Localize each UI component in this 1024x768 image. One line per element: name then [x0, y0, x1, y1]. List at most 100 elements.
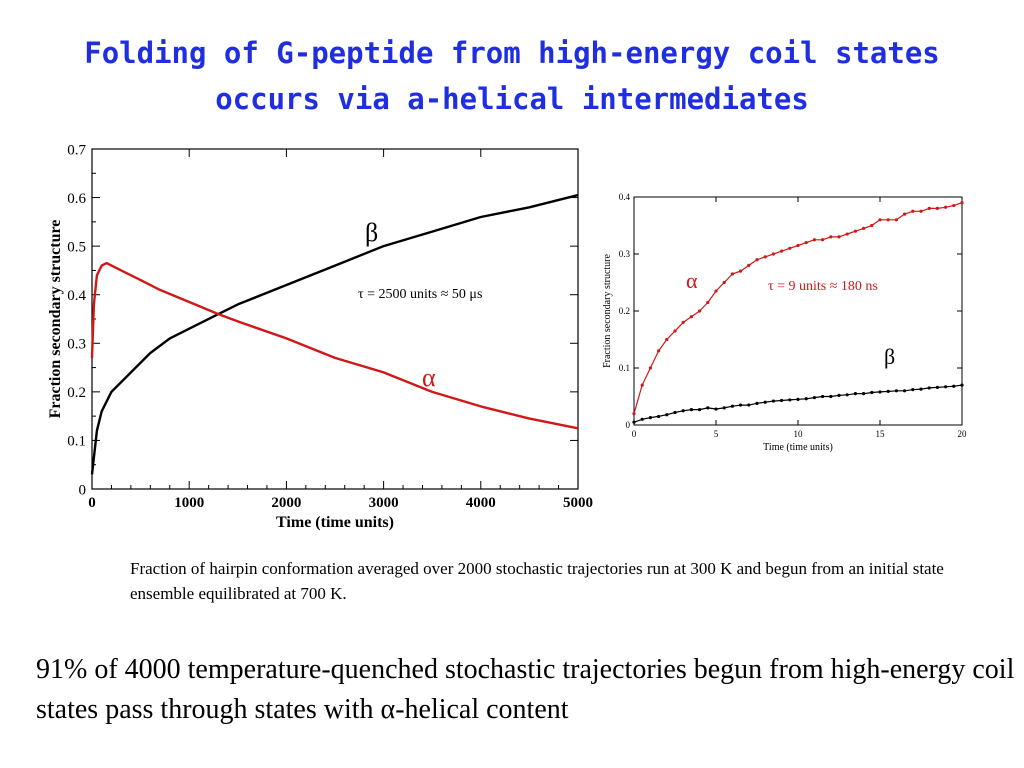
- slide-title: Folding of G-peptide from high-energy co…: [0, 30, 1024, 122]
- summary-text: 91% of 4000 temperature-quenched stochas…: [36, 654, 1015, 725]
- y-axis-label: Fraction secondary structure: [602, 254, 613, 368]
- data-point-alpha: [714, 289, 718, 293]
- title-line-1: Folding of G-peptide from high-energy co…: [84, 36, 940, 70]
- data-point-alpha: [739, 269, 743, 273]
- long-time-chart: 0 1000 2000 3000 4000 5000 0 0.1 0.2 0.3 0.4 0.5 0.6…: [47, 142, 593, 531]
- x-axis-label: Time (time units): [276, 514, 394, 531]
- data-point-alpha: [730, 272, 734, 276]
- series-label-beta: β: [365, 218, 378, 247]
- data-point-alpha: [689, 315, 693, 319]
- y-tick-label: 0: [79, 482, 87, 498]
- x-tick-label: 4000: [466, 495, 496, 511]
- data-point-beta: [755, 401, 759, 405]
- data-point-alpha: [944, 205, 948, 209]
- data-point-alpha: [632, 412, 636, 416]
- data-point-beta: [747, 403, 751, 407]
- data-point-beta: [878, 390, 882, 394]
- data-point-beta: [911, 388, 915, 392]
- data-point-alpha: [952, 203, 956, 208]
- data-point-beta: [648, 415, 652, 420]
- data-point-alpha: [886, 218, 890, 222]
- data-point-alpha: [837, 235, 841, 239]
- data-point-alpha: [927, 206, 931, 210]
- y-tick-label: 0.2: [619, 306, 630, 316]
- y-tick-label: 0.3: [619, 249, 631, 259]
- y-tick-label: 0.1: [67, 434, 86, 450]
- data-point-alpha: [722, 280, 726, 285]
- x-tick-label: 2000: [271, 495, 301, 511]
- data-point-beta: [706, 406, 710, 410]
- data-point-beta: [771, 399, 775, 403]
- tau-annotation: τ = 2500 units ≈ 50 μs: [358, 287, 482, 302]
- data-point-alpha: [698, 309, 702, 313]
- data-point-beta: [862, 392, 866, 396]
- y-axis-label: Fraction secondary structure: [47, 220, 64, 419]
- data-point-beta: [665, 413, 669, 417]
- data-point-alpha: [788, 246, 792, 250]
- data-point-beta: [763, 400, 767, 404]
- data-point-alpha: [780, 249, 784, 253]
- data-point-beta: [935, 385, 939, 389]
- data-point-beta: [804, 397, 808, 401]
- x-tick-label: 1000: [174, 495, 204, 511]
- data-point-alpha: [812, 238, 816, 242]
- data-point-beta: [689, 408, 693, 412]
- series-label-alpha: α: [686, 268, 698, 293]
- data-point-alpha: [853, 229, 857, 233]
- data-point-beta: [919, 387, 923, 391]
- data-point-beta: [886, 389, 890, 393]
- y-tick-label: 0.5: [67, 239, 86, 255]
- tau-annotation: τ = 9 units ≈ 180 ns: [768, 279, 878, 294]
- y-tick-label: 0.2: [67, 385, 86, 401]
- data-point-alpha: [878, 218, 882, 222]
- y-tick-label: 0.6: [67, 191, 86, 207]
- y-tick-label: 0.7: [67, 142, 86, 158]
- data-point-alpha: [894, 218, 898, 222]
- data-point-alpha: [829, 235, 833, 239]
- data-point-beta: [657, 414, 661, 419]
- title-line-2: occurs via a-helical intermediates: [215, 82, 809, 116]
- data-point-beta: [780, 398, 784, 403]
- data-point-alpha: [821, 238, 825, 242]
- data-point-beta: [698, 408, 702, 412]
- series-label-beta: β: [884, 344, 895, 369]
- data-point-beta: [853, 392, 857, 396]
- data-point-alpha: [755, 258, 759, 262]
- data-point-alpha: [960, 201, 964, 205]
- data-point-alpha: [771, 252, 775, 256]
- x-tick-label: 5: [714, 429, 719, 439]
- y-tick-label: 0: [626, 420, 631, 430]
- y-tick-label: 0.4: [619, 192, 631, 202]
- data-point-beta: [812, 396, 816, 400]
- data-point-beta: [903, 389, 907, 393]
- x-tick-label: 5000: [563, 495, 593, 511]
- data-point-alpha: [862, 226, 866, 230]
- x-tick-label: 3000: [369, 495, 399, 511]
- plot-frame: [91, 148, 579, 490]
- data-point-alpha: [845, 232, 849, 236]
- data-point-alpha: [640, 383, 644, 387]
- series-line-beta: [90, 193, 579, 475]
- data-point-alpha: [657, 349, 661, 353]
- data-point-alpha: [763, 255, 767, 259]
- data-point-beta: [960, 383, 964, 387]
- x-tick-label: 0: [632, 429, 637, 439]
- data-point-alpha: [706, 300, 710, 305]
- y-tick-label: 0.1: [619, 363, 630, 373]
- data-point-beta: [640, 417, 644, 421]
- data-point-beta: [894, 389, 898, 393]
- data-point-beta: [845, 393, 849, 397]
- data-point-beta: [730, 404, 734, 408]
- data-point-alpha: [665, 337, 669, 342]
- x-tick-label: 0: [88, 495, 96, 511]
- data-point-beta: [714, 407, 718, 411]
- data-point-alpha: [747, 263, 751, 267]
- series-label-alpha: α: [422, 363, 436, 392]
- series-line-alpha: [90, 261, 579, 430]
- data-point-beta: [681, 409, 685, 413]
- x-axis-label: Time (time units): [763, 442, 833, 453]
- data-point-beta: [927, 386, 931, 390]
- series-line-alpha: [633, 202, 963, 414]
- x-tick-label: 20: [958, 429, 968, 439]
- data-point-alpha: [911, 209, 915, 213]
